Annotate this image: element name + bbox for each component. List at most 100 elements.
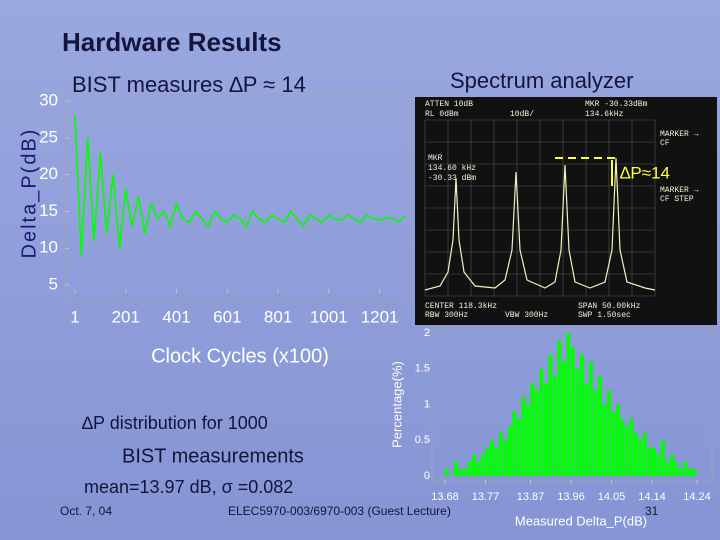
histogram-bar [494, 447, 499, 476]
x-tick-label: 1 [70, 307, 79, 326]
screen-text: 10dB/ [510, 110, 534, 119]
histogram-bar [634, 433, 638, 476]
histogram-bar [620, 418, 625, 476]
screen-text: ATTEN 10dB [425, 100, 473, 109]
histogram-bar [661, 440, 665, 476]
histogram-bar [670, 454, 674, 476]
screen-text: CF [660, 139, 670, 148]
x-tick-label: 401 [162, 307, 190, 326]
histogram-bar [584, 383, 589, 476]
histogram-bar [652, 447, 656, 476]
x-tick-label: 1201 [361, 307, 399, 326]
histogram-bar [571, 347, 575, 476]
x-tick-label: 13.77 [472, 491, 500, 503]
histogram-bar [526, 404, 530, 476]
screen-text: MARKER → [660, 130, 699, 139]
y-tick-label: 30 [39, 90, 58, 109]
screen-text: MKR -30.33dBm [585, 100, 648, 109]
histogram-bar [512, 411, 517, 476]
y-tick-label: 1 [424, 398, 430, 410]
screen-text: CENTER 118.3kHz [425, 302, 497, 311]
screen-text: MKR [428, 154, 443, 163]
histogram-bar [535, 390, 539, 476]
x-axis-title: Measured Delta_P(dB) [515, 513, 647, 528]
screen-text: SPAN 50.00kHz [578, 302, 641, 311]
y-tick-label: 2 [424, 327, 430, 339]
y-tick-label: 5 [49, 274, 58, 293]
histogram-bar [517, 418, 521, 476]
spectrum-trace [424, 157, 656, 291]
y-tick-label: 0 [424, 470, 430, 482]
y-tick-label: 0.5 [415, 434, 430, 446]
histogram-bar [553, 375, 557, 476]
plot-frame [64, 94, 408, 301]
histogram-bar [566, 333, 571, 476]
slide-title: Hardware Results [62, 27, 282, 57]
screen-text: 134.6kHz [585, 110, 624, 119]
histogram-bar [683, 461, 688, 476]
y-axis-title: Percentage(%) [389, 361, 404, 448]
histogram-bar [503, 440, 508, 476]
histogram-bar [521, 397, 526, 476]
screen-text: -30.33 dBm [428, 174, 476, 183]
histogram-bar [575, 368, 580, 476]
spectrum-screen: ATTEN 10dB MKR -30.33dBm RL 0dBm 10dB/ 1… [415, 97, 717, 325]
histogram-bar [467, 461, 472, 476]
histogram-bar [625, 425, 629, 476]
histogram-bar [580, 354, 584, 476]
x-tick-label: 201 [112, 307, 140, 326]
y-tick-label: 15 [39, 201, 58, 220]
histogram-bar [463, 468, 467, 476]
plot-frame [431, 329, 713, 481]
x-axis-title: Clock Cycles (x100) [151, 345, 329, 367]
y-tick-label: 20 [39, 164, 58, 183]
x-tick-label: 13.96 [557, 491, 585, 503]
histogram-bar [557, 340, 562, 476]
annotation: ∆P≈14 [620, 163, 670, 182]
y-tick-label: 1.5 [415, 363, 430, 375]
histogram-bar [665, 461, 670, 476]
x-tick-label: 601 [213, 307, 241, 326]
x-tick-label: 801 [264, 307, 292, 326]
left-caption: BIST measures ∆P ≈ 14 [72, 72, 306, 97]
histogram-bar [679, 468, 683, 476]
footer-course: ELEC5970-003/6970-003 (Guest Lecture) [228, 504, 451, 518]
x-tick-label: 14.14 [638, 491, 666, 503]
y-tick-label: 10 [39, 238, 58, 257]
histogram-bar [548, 354, 553, 476]
histogram-bar [458, 468, 463, 476]
histogram-bar [638, 440, 643, 476]
histogram-bar [562, 361, 566, 476]
footer-date: Oct. 7, 04 [60, 504, 112, 518]
histogram-bar [476, 461, 481, 476]
screen-text: MARKER → [660, 186, 699, 195]
histogram-bar [643, 433, 647, 476]
histogram-bar [454, 461, 458, 476]
caption-line: BIST measurements [122, 445, 304, 467]
caption-line: mean=13.97 dB, σ =0.082 [84, 477, 293, 497]
histogram-bar [593, 390, 598, 476]
histogram-bar [688, 468, 692, 476]
y-tick-label: 25 [39, 127, 58, 146]
data-line [74, 115, 406, 256]
x-tick-label: 13.68 [431, 491, 459, 503]
histogram-bar [472, 454, 476, 476]
histogram-bar [508, 425, 512, 476]
right-caption: Spectrum analyzer [450, 68, 633, 93]
histogram-bar [490, 440, 494, 476]
histogram-bar [539, 368, 544, 476]
histogram-bar [611, 411, 616, 476]
histogram-bar [616, 404, 620, 476]
y-axis-title: Delta_P(dB) [18, 128, 40, 259]
histogram-bar [647, 447, 652, 476]
histogram-bar [602, 404, 607, 476]
x-tick-label: 13.87 [517, 491, 545, 503]
x-tick-label: 14.05 [598, 491, 626, 503]
histogram-bar [589, 361, 593, 476]
histogram-bar [598, 375, 602, 476]
histogram-bar [445, 468, 449, 476]
histogram-bar [544, 383, 548, 476]
screen-text: SWP 1.50sec [578, 311, 631, 320]
histogram-bar [656, 454, 661, 476]
